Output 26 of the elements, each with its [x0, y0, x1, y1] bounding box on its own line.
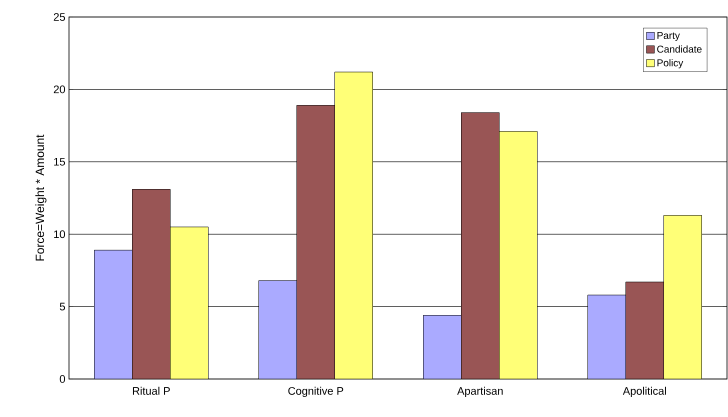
bar [170, 226, 208, 379]
y-tick-label: 25 [54, 13, 66, 21]
x-tick-label: Ritual P [132, 386, 170, 395]
bar [258, 280, 298, 379]
bar [588, 294, 626, 379]
x-tick-label: Apartisan [457, 386, 503, 397]
bar [296, 105, 336, 379]
bar [461, 112, 500, 379]
legend-label: Candidate [657, 45, 702, 53]
x-tick-label: Cognitive P [288, 386, 344, 397]
bar [94, 250, 132, 379]
bar [499, 131, 538, 379]
y-tick-label: 5 [60, 302, 66, 310]
y-tick-label: 15 [54, 158, 66, 166]
y-tick-label: 10 [54, 230, 66, 238]
bar [334, 72, 374, 379]
x-tick-label: Apolitical [622, 386, 666, 397]
legend-label: Party [657, 32, 680, 41]
y-axis-title: Force=Weight * Amount [35, 134, 46, 261]
bar [626, 282, 664, 379]
y-tick-label: 0 [60, 375, 66, 383]
bar [132, 189, 170, 379]
y-tick-label: 20 [54, 86, 66, 94]
bar [423, 315, 462, 379]
bar [664, 215, 702, 379]
legend-label: Policy [657, 59, 684, 68]
